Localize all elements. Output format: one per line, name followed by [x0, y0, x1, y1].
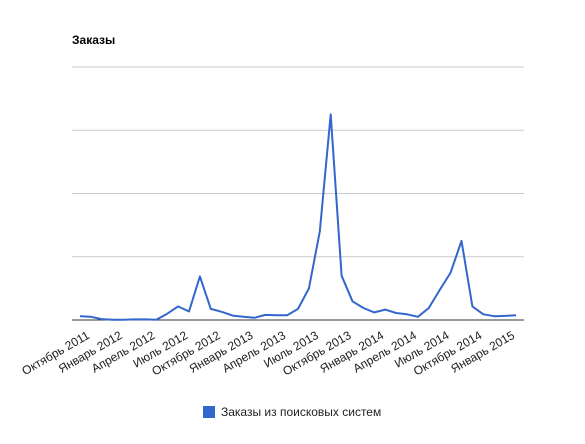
data-point[interactable] — [186, 308, 192, 314]
data-point[interactable] — [284, 312, 290, 318]
data-point[interactable] — [77, 313, 83, 319]
data-point[interactable] — [502, 313, 508, 319]
data-point[interactable] — [350, 298, 356, 304]
data-point[interactable] — [404, 311, 410, 317]
data-point[interactable] — [371, 309, 377, 315]
data-point[interactable] — [382, 307, 388, 313]
data-point[interactable] — [121, 317, 127, 323]
data-point[interactable] — [208, 306, 214, 312]
data-point[interactable] — [142, 316, 148, 322]
data-point[interactable] — [415, 314, 421, 320]
legend-label: Заказы из поисковых систем — [221, 405, 382, 419]
data-point[interactable] — [273, 312, 279, 318]
data-point[interactable] — [339, 273, 345, 279]
data-point[interactable] — [230, 313, 236, 319]
chart-title: Заказы — [72, 33, 116, 47]
legend[interactable]: Заказы из поисковых систем — [203, 405, 381, 419]
data-point[interactable] — [88, 314, 94, 320]
data-point[interactable] — [132, 316, 138, 322]
data-point[interactable] — [241, 314, 247, 320]
data-point[interactable] — [448, 270, 454, 276]
data-point[interactable] — [219, 309, 225, 315]
data-point[interactable] — [262, 312, 268, 318]
gridlines — [72, 66, 524, 258]
data-point[interactable] — [459, 238, 465, 244]
data-point[interactable] — [110, 317, 116, 323]
data-point[interactable] — [513, 312, 519, 318]
data-point[interactable] — [393, 310, 399, 316]
data-point[interactable] — [99, 316, 105, 322]
series-line[interactable] — [79, 113, 517, 321]
data-point[interactable] — [437, 287, 443, 293]
series-layer — [77, 111, 519, 323]
data-point[interactable] — [317, 228, 323, 234]
data-point[interactable] — [469, 303, 475, 309]
data-point[interactable] — [153, 317, 159, 323]
data-point[interactable] — [164, 311, 170, 317]
data-point[interactable] — [306, 285, 312, 291]
data-point[interactable] — [175, 303, 181, 309]
legend-swatch — [203, 406, 215, 418]
data-point[interactable] — [251, 315, 257, 321]
data-point[interactable] — [197, 273, 203, 279]
data-point[interactable] — [295, 306, 301, 312]
data-point[interactable] — [491, 313, 497, 319]
data-point[interactable] — [426, 305, 432, 311]
data-point[interactable] — [360, 305, 366, 311]
data-point[interactable] — [328, 111, 334, 117]
data-point[interactable] — [480, 311, 486, 317]
